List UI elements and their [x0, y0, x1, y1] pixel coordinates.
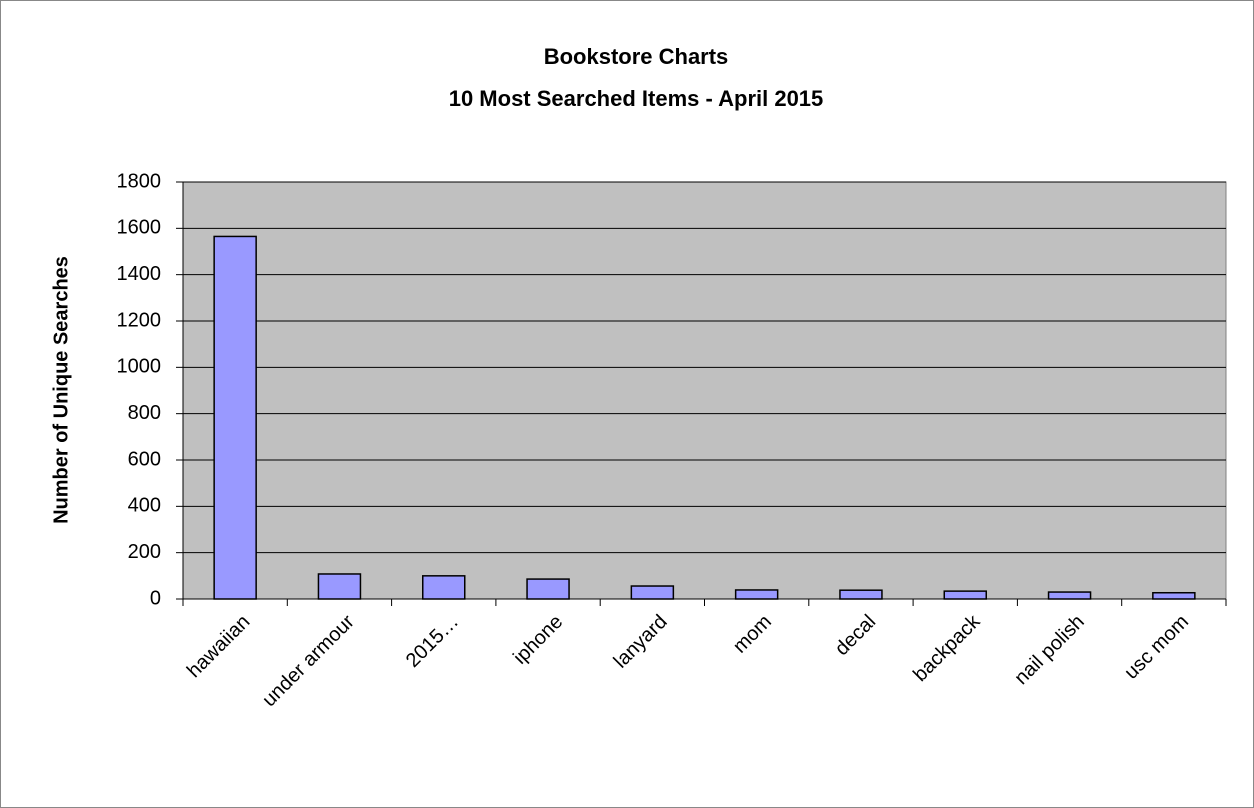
- y-tick-label: 1200: [117, 309, 162, 331]
- bar: [317, 573, 362, 600]
- y-tick-label: 1600: [117, 217, 162, 239]
- y-tick-label: 1800: [117, 170, 162, 192]
- y-tick-label: 1000: [117, 356, 162, 378]
- chart-title: Bookstore Charts: [544, 44, 729, 69]
- bar: [630, 585, 675, 600]
- bar: [1047, 591, 1092, 600]
- bar: [526, 578, 570, 600]
- y-tick-label: 1400: [117, 263, 162, 285]
- y-tick-label: 200: [128, 541, 161, 563]
- bar: [734, 589, 779, 600]
- bar: [213, 235, 257, 600]
- bar: [1152, 591, 1196, 600]
- y-tick-label: 0: [150, 587, 161, 609]
- bar: [839, 589, 883, 600]
- y-tick-label: 800: [128, 402, 161, 424]
- y-tick-label: 600: [128, 448, 161, 470]
- y-tick-label: 400: [128, 495, 161, 517]
- plot-area: [182, 181, 1227, 600]
- y-axis-label: Number of Unique Searches: [50, 256, 72, 524]
- chart-subtitle: 10 Most Searched Items - April 2015: [449, 86, 824, 111]
- bar: [943, 590, 987, 600]
- bar: [422, 575, 466, 600]
